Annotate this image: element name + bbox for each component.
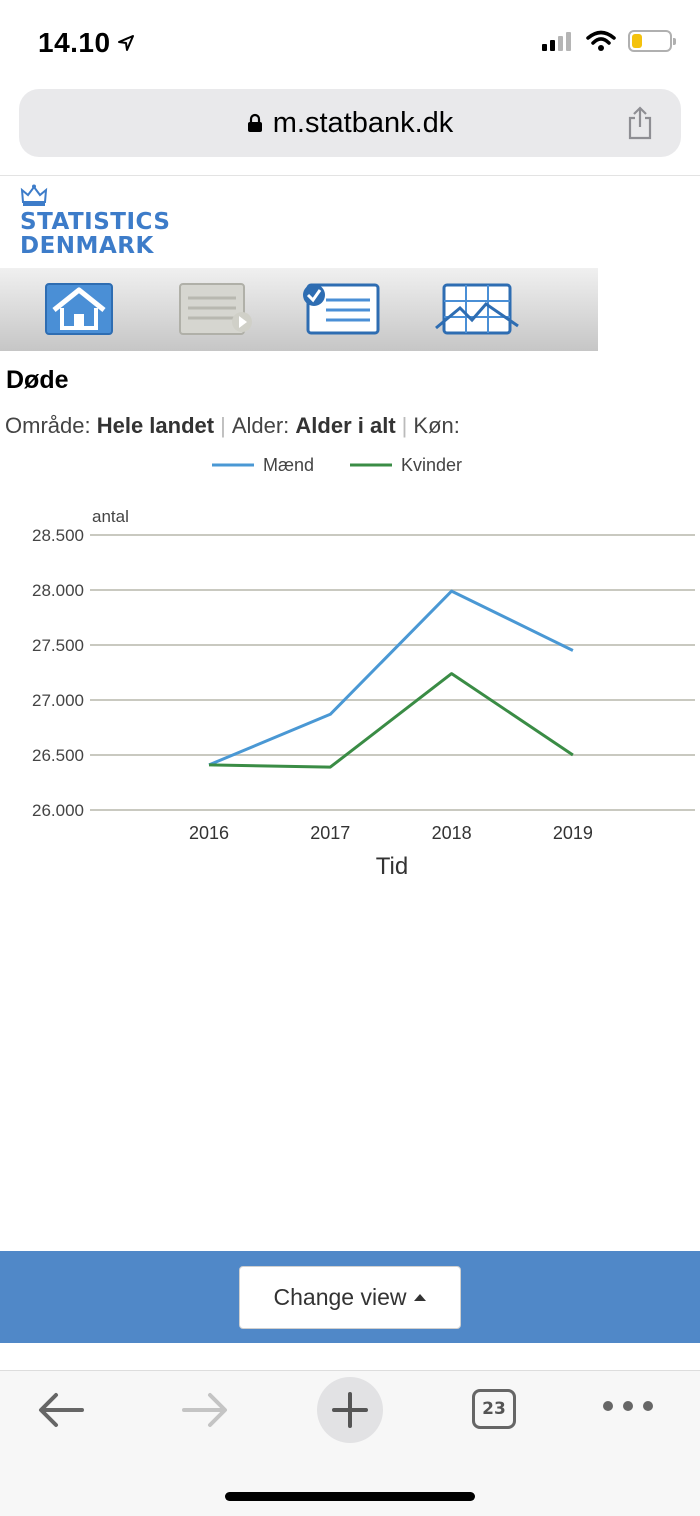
y-axis-ticks: 26.000 26.500 27.000 27.500 28.000 28.500	[32, 526, 84, 820]
lock-icon	[247, 113, 262, 132]
x-axis-label: Tid	[376, 853, 408, 880]
divider	[0, 175, 700, 176]
y-axis-label: antal	[92, 507, 129, 526]
caret-up-icon	[414, 1294, 427, 1301]
location-arrow-icon	[117, 35, 134, 51]
back-button[interactable]	[34, 1383, 88, 1437]
y-tick-label: 28.500	[32, 526, 84, 545]
y-tick-label: 28.000	[32, 581, 84, 600]
filter-label-age: Alder:	[231, 413, 290, 438]
home-icon	[45, 283, 113, 335]
more-icon	[603, 1401, 653, 1411]
battery-icon	[628, 30, 676, 52]
tabs-button[interactable]: 23	[472, 1389, 516, 1429]
filter-value-area: Hele landet	[96, 413, 215, 438]
share-icon[interactable]	[625, 105, 655, 141]
status-icons	[542, 30, 676, 52]
time-label: 14.10	[38, 27, 111, 58]
home-indicator	[225, 1492, 475, 1501]
change-view-button[interactable]: Change view	[239, 1266, 461, 1329]
nav-select-button[interactable]	[300, 282, 380, 341]
filter-summary: Område: Hele landet | Alder: Alder i alt | K…	[5, 413, 460, 438]
forward-arrow-icon	[182, 1393, 227, 1427]
nav-table-button[interactable]	[178, 282, 254, 341]
x-tick-label: 2016	[189, 823, 229, 843]
crown-icon	[20, 184, 48, 206]
page-title: Døde	[6, 366, 69, 394]
variable-selection-icon	[303, 283, 380, 335]
y-tick-label: 27.000	[32, 691, 84, 710]
status-bar: 14.10	[0, 0, 700, 88]
tabs-icon: 23	[472, 1389, 516, 1429]
line-chart: Mænd Kvinder antal 26.000 26.500 27.000 27.5…	[32, 455, 695, 880]
new-tab-button[interactable]	[317, 1377, 383, 1443]
filter-label-area: Område:	[5, 413, 91, 438]
y-tick-label: 26.500	[32, 746, 84, 765]
new-tab-plus-icon	[332, 1392, 368, 1428]
logo-line-2: DENMARK	[20, 233, 154, 259]
status-time: 14.10	[38, 27, 135, 59]
change-view-label: Change view	[273, 1284, 407, 1310]
forward-button[interactable]	[178, 1383, 232, 1437]
chart-series	[208, 589, 574, 769]
signal-icon	[542, 32, 571, 51]
chart-view-icon	[435, 283, 519, 335]
nav-home-button[interactable]	[44, 282, 114, 341]
series-line-0	[208, 589, 574, 767]
y-tick-label: 27.500	[32, 636, 84, 655]
x-tick-label: 2017	[310, 823, 350, 843]
logo-line-1: STATISTICS	[20, 209, 171, 235]
chart-legend: Mænd Kvinder	[212, 455, 462, 475]
back-arrow-icon	[39, 1393, 84, 1427]
change-view-bar: Change view	[0, 1251, 700, 1343]
x-tick-label: 2018	[432, 823, 472, 843]
series-line-1	[208, 672, 574, 769]
nav-strip	[0, 268, 598, 351]
x-tick-label: 2019	[553, 823, 593, 843]
table-presentation-icon	[179, 283, 252, 335]
y-tick-label: 26.000	[32, 801, 84, 820]
filter-label-sex: Køn:	[413, 413, 460, 438]
legend-label: Mænd	[263, 455, 314, 475]
statistics-denmark-logo[interactable]: STATISTICS DENMARK	[20, 184, 170, 258]
browser-toolbar: 23	[0, 1370, 700, 1516]
x-axis-ticks: 2016 2017 2018 2019	[189, 823, 593, 843]
legend-label: Kvinder	[401, 455, 462, 475]
chart-grid	[90, 534, 695, 811]
url-text: m.statbank.dk	[272, 106, 454, 139]
address-bar[interactable]: m.statbank.dk	[19, 89, 681, 157]
more-button[interactable]	[602, 1399, 654, 1413]
wifi-icon	[586, 30, 616, 51]
filter-value-age: Alder i alt	[295, 413, 396, 438]
nav-chart-button[interactable]	[434, 282, 520, 341]
